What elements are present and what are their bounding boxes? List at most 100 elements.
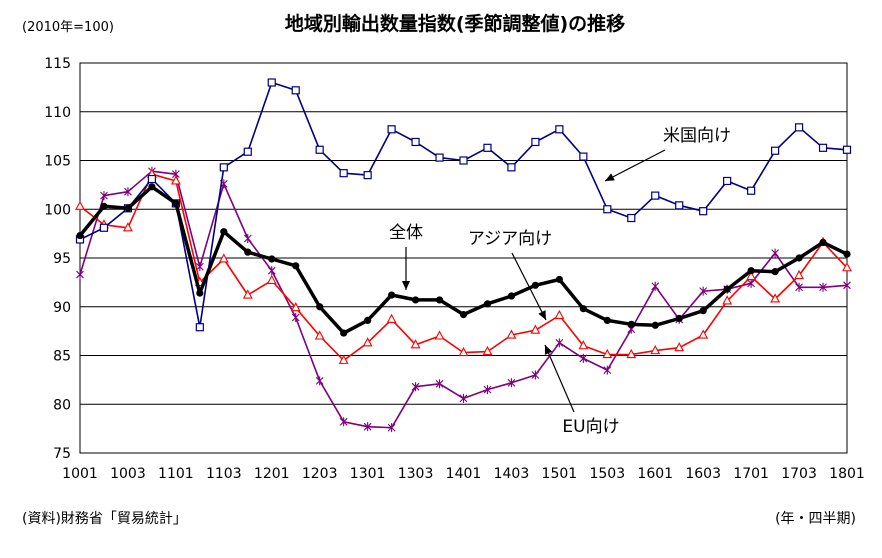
- data-point: [363, 171, 372, 180]
- data-point: [699, 307, 707, 315]
- x-axis-tick-labels: 1001 1003 1101 1103 1201 1203 1301 1303 1401 1403…: [62, 466, 865, 482]
- data-point: [651, 281, 660, 291]
- data-point: [794, 269, 804, 280]
- y-tick-label: 110: [44, 105, 71, 121]
- x-tick-label: 1403: [494, 466, 530, 482]
- data-point: [290, 302, 301, 312]
- data-point: [172, 199, 180, 207]
- y-tick-label: 105: [44, 154, 71, 170]
- data-point: [770, 146, 780, 155]
- y-tick-label: 75: [53, 446, 71, 462]
- y-axis-tick-labels: 75 80 85 90 95 100 105 110 115: [44, 56, 71, 462]
- data-point: [458, 346, 469, 357]
- chart-title: 地域別輸出数量指数(季節調整値)の推移: [285, 12, 625, 35]
- callout-arrow-line: [604, 149, 666, 182]
- callout-arrow-line: [544, 344, 575, 413]
- data-point: [507, 292, 516, 300]
- data-point: [148, 183, 156, 191]
- x-tick-label: 1203: [302, 466, 338, 482]
- data-point: [602, 348, 613, 359]
- data-point: [387, 125, 396, 134]
- data-point: [459, 310, 468, 319]
- x-axis-label: (年・四半期): [775, 511, 856, 527]
- data-point: [699, 286, 708, 296]
- data-point: [579, 305, 587, 313]
- data-point: [195, 262, 204, 272]
- y-tick-label: 90: [53, 300, 71, 316]
- callout-arrow-head: [402, 281, 410, 290]
- data-point: [386, 313, 397, 323]
- data-point: [819, 238, 827, 246]
- data-point: [530, 324, 541, 334]
- data-point: [434, 330, 445, 340]
- data-point: [819, 282, 827, 292]
- y-tick-label: 95: [53, 251, 71, 267]
- x-tick-label: 1103: [206, 466, 242, 482]
- callout-label: EU向け: [562, 417, 619, 437]
- callout-arrow-head: [538, 310, 546, 320]
- data-point: [842, 262, 852, 272]
- data-point: [483, 385, 492, 395]
- x-tick-label: 1703: [781, 466, 817, 482]
- data-point: [483, 300, 492, 308]
- data-point: [387, 423, 396, 433]
- data-point: [411, 296, 420, 304]
- data-point: [268, 255, 276, 263]
- data-point: [411, 137, 420, 147]
- data-point: [794, 123, 804, 132]
- data-point: [531, 137, 540, 147]
- x-tick-label: 1303: [398, 466, 434, 482]
- data-point: [627, 320, 635, 328]
- data-point: [746, 270, 757, 281]
- data-point: [339, 417, 348, 427]
- unit-note: (2010年=100): [22, 20, 114, 35]
- data-point: [626, 348, 637, 359]
- x-tick-label: 1503: [589, 466, 625, 482]
- data-point: [507, 378, 516, 388]
- callout: 全体: [389, 223, 423, 290]
- data-point: [242, 289, 253, 299]
- data-point: [699, 207, 708, 216]
- data-point: [579, 152, 588, 161]
- data-point: [675, 201, 684, 210]
- data-point: [243, 147, 252, 156]
- data-point: [650, 344, 661, 355]
- data-point: [843, 250, 851, 258]
- data-point: [244, 248, 252, 256]
- plot-area-frame: [79, 62, 848, 454]
- y-tick-label: 115: [44, 56, 71, 72]
- callout: アジア向け: [468, 229, 552, 321]
- data-point: [795, 282, 803, 292]
- data-point: [818, 143, 828, 152]
- data-point: [267, 78, 276, 87]
- data-point: [531, 281, 540, 289]
- data-point: [291, 86, 300, 95]
- x-tick-label: 1603: [685, 466, 721, 482]
- data-point: [555, 125, 564, 134]
- x-tick-label: 1701: [733, 466, 769, 482]
- data-point: [147, 174, 157, 184]
- callout-arrow-line: [511, 252, 547, 321]
- x-tick-label: 1401: [446, 466, 482, 482]
- data-point: [316, 303, 324, 311]
- x-tick-label: 1801: [829, 466, 865, 482]
- series-lines: [75, 78, 852, 433]
- data-point: [435, 379, 444, 389]
- data-point: [339, 169, 348, 178]
- data-point: [555, 275, 563, 284]
- y-tick-label: 100: [44, 202, 71, 218]
- data-point: [506, 329, 517, 339]
- data-point: [99, 223, 109, 232]
- callout: EU向け: [544, 344, 620, 437]
- data-point: [435, 296, 444, 304]
- data-point: [843, 280, 851, 290]
- data-point: [315, 376, 324, 386]
- data-point: [314, 330, 325, 340]
- data-point: [292, 262, 300, 270]
- data-point: [75, 200, 85, 210]
- callout-label: 米国向け: [663, 126, 731, 146]
- data-point: [698, 329, 709, 339]
